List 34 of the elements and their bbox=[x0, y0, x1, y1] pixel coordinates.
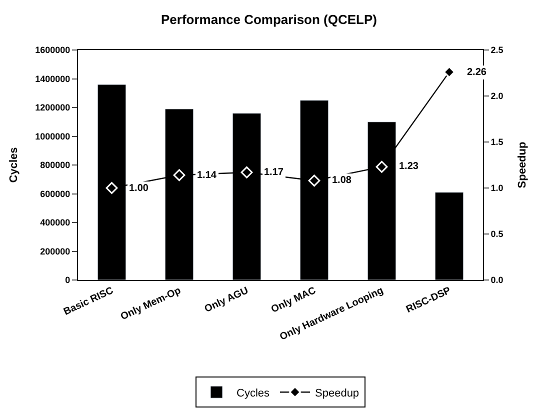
y2-tick-label: 1.0 bbox=[490, 183, 504, 194]
chart-title: Performance Comparison (QCELP) bbox=[161, 12, 377, 27]
point bbox=[376, 160, 388, 173]
y-tick-label: 1200000 bbox=[35, 102, 70, 113]
data-label: 1.08 bbox=[332, 175, 352, 186]
legend-label: Cycles bbox=[236, 387, 270, 400]
y2-tick-label: 1.5 bbox=[490, 137, 504, 148]
y-tick-label: 600000 bbox=[40, 188, 70, 199]
point bbox=[240, 166, 253, 178]
legend-label: Speedup bbox=[315, 387, 360, 400]
y-axis-title: Cycles bbox=[8, 147, 20, 183]
y-tick-label: 800000 bbox=[40, 160, 70, 170]
x-tick-label: Only MAC bbox=[270, 285, 318, 316]
y2-tick-label: 2.5 bbox=[490, 45, 504, 56]
x-tick-label: Basic RISC bbox=[62, 285, 116, 318]
y2-tick-label: 0.5 bbox=[490, 229, 504, 240]
x-tick-label: Only AGU bbox=[203, 285, 250, 316]
point bbox=[106, 182, 118, 194]
y2-tick-label: 0.0 bbox=[490, 275, 504, 286]
point bbox=[308, 174, 320, 187]
y-tick-label: 1600000 bbox=[35, 45, 70, 56]
data-label: 2.26 bbox=[467, 67, 487, 78]
y-tick-label: 1400000 bbox=[35, 74, 70, 84]
point bbox=[173, 169, 186, 182]
y-tick-label: 0 bbox=[65, 275, 70, 286]
y2-axis-title: Speedup bbox=[516, 141, 529, 188]
y-tick-label: 200000 bbox=[40, 246, 70, 256]
y-tick-label: 400000 bbox=[40, 218, 70, 228]
data-label: 1.23 bbox=[399, 161, 419, 172]
data-label: 1.00 bbox=[129, 183, 149, 194]
y-tick-label: 1000000 bbox=[35, 131, 70, 142]
data-label: 1.17 bbox=[264, 167, 284, 178]
y2-tick-label: 2.0 bbox=[490, 91, 504, 102]
data-label: 1.14 bbox=[197, 170, 217, 181]
